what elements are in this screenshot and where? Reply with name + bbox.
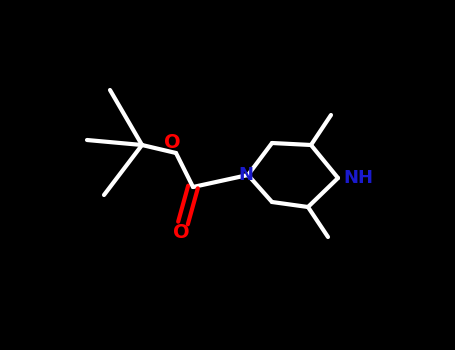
Text: NH: NH <box>343 169 373 187</box>
Text: O: O <box>164 133 180 153</box>
Text: N: N <box>238 166 253 184</box>
Text: O: O <box>173 224 189 243</box>
